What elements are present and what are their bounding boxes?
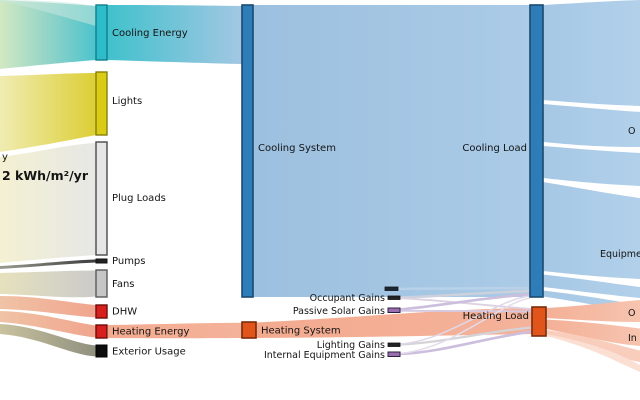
label-heating-system: Heating System [261,326,341,337]
node-lighting-gains [387,342,401,347]
source-label-line2: 2 kWh/m²/yr [2,168,89,183]
label-cooling-energy: Cooling Energy [112,28,188,39]
node-internal-equipment-gains [387,351,401,357]
flow-source-plug-loads [0,143,96,263]
flow-source-dhw [0,296,96,318]
flow-internal-equipment-cooling-load [399,297,531,355]
label-lights: Lights [112,96,142,107]
node-cooling-load [529,4,544,298]
flow-cooling-load-out-1 [543,0,640,106]
label-plug-loads: Plug Loads [112,193,166,204]
flow-source-pumps [0,259,96,269]
node-cooling-system [241,4,254,298]
label-cooling-system: Cooling System [258,143,336,154]
node-gains-small [384,286,399,291]
label-fans: Fans [112,279,135,290]
label-occupant-gains: Occupant Gains [310,293,385,304]
node-pumps [95,258,108,264]
node-heating-load [531,306,547,337]
flow-source-exterior-usage [0,324,96,357]
flow-cooling-system-cooling-load [253,5,530,297]
flow-heating-system-heating-load [256,308,532,338]
label-heating-energy: Heating Energy [112,327,189,338]
flow-passive-solar-cooling-load [399,293,531,311]
node-heating-system [241,321,257,339]
label-lighting-gains: Lighting Gains [317,340,385,351]
flow-source-heating-energy [0,311,96,338]
flow-cooling-energy-cooling-system [107,5,242,64]
flow-heating-load-out-1 [546,300,640,322]
flow-source-fans [0,270,96,298]
flow-small-gain-cooling-load [397,286,531,290]
flow-cooling-load-out-4 [543,182,640,279]
flow-source-cooling-energy-highlight [0,0,96,26]
label-cooling-load: Cooling Load [462,143,527,154]
label-edge-output-in: In [628,333,637,344]
label-internal-equipment-gains: Internal Equipment Gains [264,350,385,361]
flow-heating-load-out-4 [546,334,640,372]
node-fans [95,269,108,298]
label-edge-output-equipment: Equipme [600,249,640,260]
flow-heating-energy-heating-system [108,322,242,339]
label-dhw: DHW [112,307,137,318]
node-lights [95,71,108,136]
flow-cooling-load-out-5 [543,274,640,298]
flow-occupant-gains-heating-load [399,297,533,310]
label-heating-load: Heating Load [463,311,529,322]
flow-cooling-load-out-2 [543,104,640,147]
label-pumps: Pumps [112,256,146,267]
flow-internal-equipment-heating-load [399,330,533,356]
flow-heating-load-out-2 [546,319,640,346]
flow-source-lights [0,73,96,152]
node-exterior-usage [95,344,108,358]
flow-occupant-gains-cooling-load [399,289,531,299]
label-edge-output-oa: O [628,308,635,319]
flow-lighting-gains-heating-load [399,326,533,346]
node-plug-loads [95,141,108,256]
node-dhw [95,304,108,319]
flow-cooling-load-out-3 [543,146,640,186]
flow-lighting-gains-cooling-load [399,295,531,345]
label-passive-solar-gains: Passive Solar Gains [293,306,385,317]
label-edge-output-top: O [628,126,635,137]
source-label-line1: y [2,152,8,163]
node-heating-energy [95,324,108,339]
label-exterior-usage: Exterior Usage [112,347,186,358]
node-passive-solar-gains [387,307,401,313]
node-cooling-energy [95,4,108,61]
node-occupant-gains [387,295,401,300]
flow-passive-solar-heating-load [399,309,533,313]
